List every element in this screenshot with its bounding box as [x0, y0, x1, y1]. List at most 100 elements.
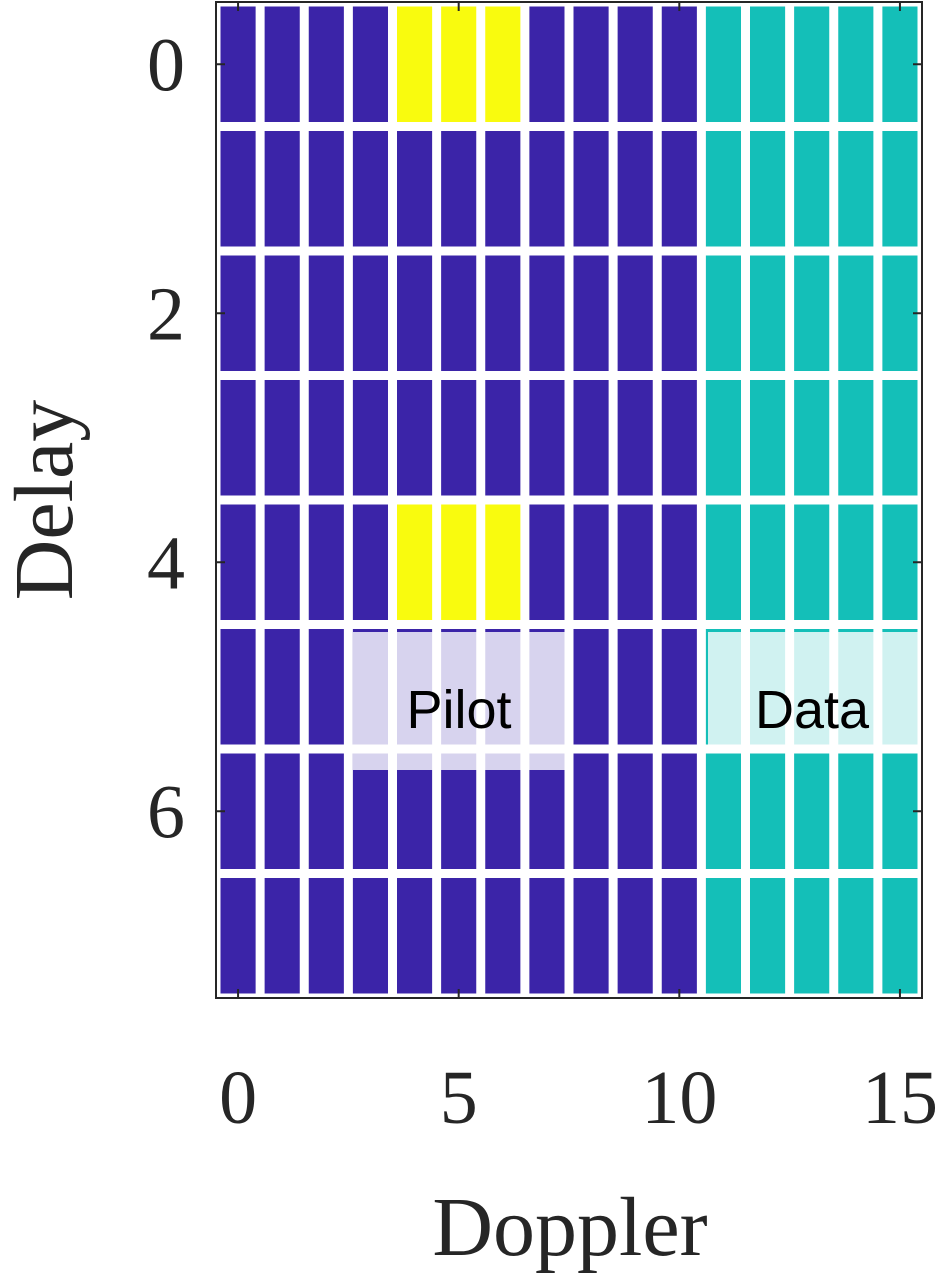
cell	[529, 380, 565, 496]
cell	[794, 878, 830, 994]
cell	[529, 878, 565, 994]
cell	[264, 131, 300, 247]
cell	[617, 753, 653, 869]
cell	[220, 380, 256, 496]
cell	[220, 255, 256, 371]
cell	[838, 131, 874, 247]
y-tick-label: 4	[147, 521, 185, 605]
cell	[529, 255, 565, 371]
cell	[441, 504, 477, 620]
cell	[661, 504, 697, 620]
cell	[705, 380, 741, 496]
cell	[485, 255, 521, 371]
cell	[661, 380, 697, 496]
cell	[529, 131, 565, 247]
cell	[573, 6, 609, 122]
cell	[750, 878, 786, 994]
cell	[794, 255, 830, 371]
cell	[308, 629, 344, 745]
cell	[882, 504, 918, 620]
cell	[838, 753, 874, 869]
cell	[264, 380, 300, 496]
cell	[485, 131, 521, 247]
cell	[220, 131, 256, 247]
cell	[352, 131, 388, 247]
cell	[397, 753, 433, 869]
cell	[397, 380, 433, 496]
cell	[705, 131, 741, 247]
cell	[750, 504, 786, 620]
cell	[308, 131, 344, 247]
cell	[264, 6, 300, 122]
cell	[441, 753, 477, 869]
cell	[661, 6, 697, 122]
x-tick-label: 5	[440, 1056, 478, 1140]
cell	[485, 878, 521, 994]
annotation: Data	[755, 680, 870, 740]
cell	[617, 6, 653, 122]
cell	[220, 504, 256, 620]
cell	[794, 6, 830, 122]
cell	[529, 753, 565, 869]
cell	[838, 380, 874, 496]
cell	[750, 255, 786, 371]
cell	[264, 878, 300, 994]
cell	[838, 878, 874, 994]
y-tick-label: 6	[147, 770, 185, 854]
cell	[573, 255, 609, 371]
cell	[220, 6, 256, 122]
cell	[264, 255, 300, 371]
cell	[661, 131, 697, 247]
x-tick-label: 15	[862, 1056, 938, 1140]
cell	[882, 6, 918, 122]
cell	[352, 878, 388, 994]
cell	[529, 504, 565, 620]
cell	[705, 753, 741, 869]
cell	[705, 504, 741, 620]
y-tick-label: 0	[147, 23, 185, 107]
cell	[750, 380, 786, 496]
cell	[397, 255, 433, 371]
cell	[264, 504, 300, 620]
cell	[485, 504, 521, 620]
cell	[573, 878, 609, 994]
cell	[617, 380, 653, 496]
cell	[441, 878, 477, 994]
cell	[705, 878, 741, 994]
y-axis-label: Delay	[0, 400, 91, 601]
annotation-box	[353, 632, 566, 770]
cell	[705, 255, 741, 371]
cell	[397, 131, 433, 247]
cell	[882, 255, 918, 371]
cell	[838, 504, 874, 620]
cell	[308, 6, 344, 122]
cell	[220, 878, 256, 994]
cell	[485, 753, 521, 869]
cell	[397, 878, 433, 994]
cell	[220, 753, 256, 869]
cell	[573, 753, 609, 869]
cell	[661, 753, 697, 869]
cell	[220, 629, 256, 745]
cell	[308, 753, 344, 869]
annotation: Pilot	[406, 680, 511, 740]
cell	[882, 131, 918, 247]
cell	[750, 753, 786, 869]
cell	[352, 504, 388, 620]
cell	[794, 380, 830, 496]
annotation-box	[708, 632, 922, 745]
cell	[441, 255, 477, 371]
cell	[264, 629, 300, 745]
cell	[352, 753, 388, 869]
cell	[573, 504, 609, 620]
cell	[882, 753, 918, 869]
x-tick-label: 0	[219, 1056, 257, 1140]
cell	[750, 131, 786, 247]
y-tick-label: 2	[147, 272, 185, 356]
cell	[882, 380, 918, 496]
cell	[308, 504, 344, 620]
cell	[617, 131, 653, 247]
cell	[617, 878, 653, 994]
cell	[794, 504, 830, 620]
cell	[352, 6, 388, 122]
